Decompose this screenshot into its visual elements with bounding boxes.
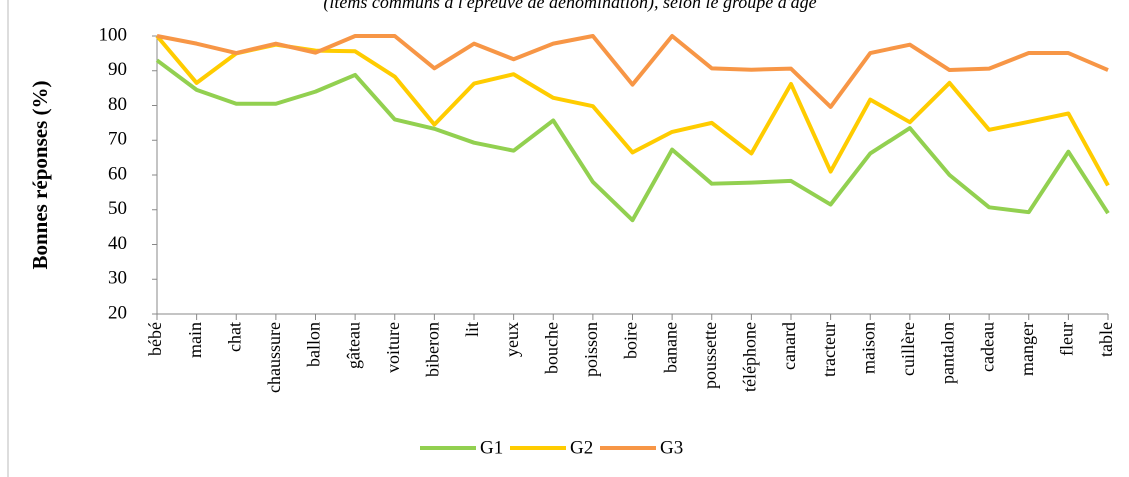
x-tick-label: chat bbox=[224, 322, 244, 352]
x-tick-label: fleur bbox=[1057, 322, 1077, 356]
x-tick-label: main bbox=[185, 322, 205, 358]
x-tick-label: table bbox=[1096, 322, 1116, 357]
x-tick-label: tracteur bbox=[819, 322, 839, 377]
legend-label: G1 bbox=[480, 437, 503, 458]
x-tick-label: téléphone bbox=[740, 322, 760, 392]
x-tick-label: cuillère bbox=[898, 322, 918, 376]
x-tick-label: chaussure bbox=[264, 322, 284, 393]
x-tick-label: gâteau bbox=[343, 322, 363, 369]
x-tick-label: maison bbox=[858, 322, 878, 374]
x-tick-label: yeux bbox=[502, 322, 522, 357]
x-tick-label: pantalon bbox=[938, 322, 958, 384]
y-tick-label: 100 bbox=[99, 24, 128, 45]
y-tick-label: 90 bbox=[108, 59, 127, 80]
series-line bbox=[156, 34, 1109, 109]
chart-subtitle: (items communs à l'épreuve de dénominati… bbox=[323, 0, 816, 13]
x-tick-label: banane bbox=[660, 322, 680, 373]
x-tick-label: bouche bbox=[541, 322, 561, 374]
y-tick-label: 80 bbox=[108, 94, 127, 115]
y-tick-label: 70 bbox=[108, 129, 127, 150]
x-tick-label: biberon bbox=[423, 322, 443, 377]
x-tick-label: lit bbox=[462, 322, 482, 337]
series-line bbox=[155, 58, 1110, 223]
y-tick-label: 30 bbox=[108, 268, 127, 289]
x-tick-label: canard bbox=[779, 322, 799, 370]
x-tick-label: cadeau bbox=[977, 322, 997, 372]
legend-label: G3 bbox=[660, 437, 683, 458]
y-tick-label: 60 bbox=[108, 163, 127, 184]
x-tick-label: poisson bbox=[581, 322, 601, 377]
x-tick-label: manger bbox=[1017, 322, 1037, 376]
y-tick-label: 50 bbox=[108, 198, 127, 219]
x-tick-label: boire bbox=[621, 322, 641, 359]
x-tick-label: bébé bbox=[145, 322, 165, 356]
y-axis-label: Bonnes réponses (%) bbox=[28, 80, 52, 269]
x-tick-label: voiture bbox=[383, 322, 403, 373]
y-tick-label: 20 bbox=[108, 302, 127, 323]
y-tick-label: 40 bbox=[108, 233, 127, 254]
x-tick-label: ballon bbox=[304, 322, 324, 367]
x-tick-label: poussette bbox=[700, 322, 720, 389]
legend-label: G2 bbox=[570, 437, 593, 458]
series-line bbox=[155, 34, 1110, 187]
